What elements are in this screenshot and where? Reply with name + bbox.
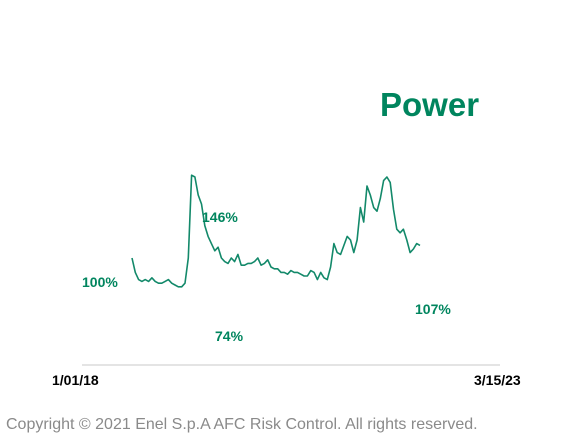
annotation-max-label: 146% bbox=[202, 209, 238, 225]
line-chart: 1/01/18 3/15/23 100% 146% 74% 107% bbox=[52, 174, 521, 388]
x-tick-label-end: 3/15/23 bbox=[474, 372, 521, 388]
copyright-notice: Copyright © 2021 Enel S.p.A AFC Risk Con… bbox=[6, 416, 478, 433]
x-tick-label-start: 1/01/18 bbox=[52, 372, 99, 388]
annotation-start-label: 100% bbox=[82, 274, 118, 290]
chart-title: Power bbox=[380, 86, 480, 123]
annotation-end-label: 107% bbox=[415, 301, 451, 317]
annotation-min-label: 74% bbox=[215, 328, 244, 344]
series-line bbox=[131, 174, 421, 288]
